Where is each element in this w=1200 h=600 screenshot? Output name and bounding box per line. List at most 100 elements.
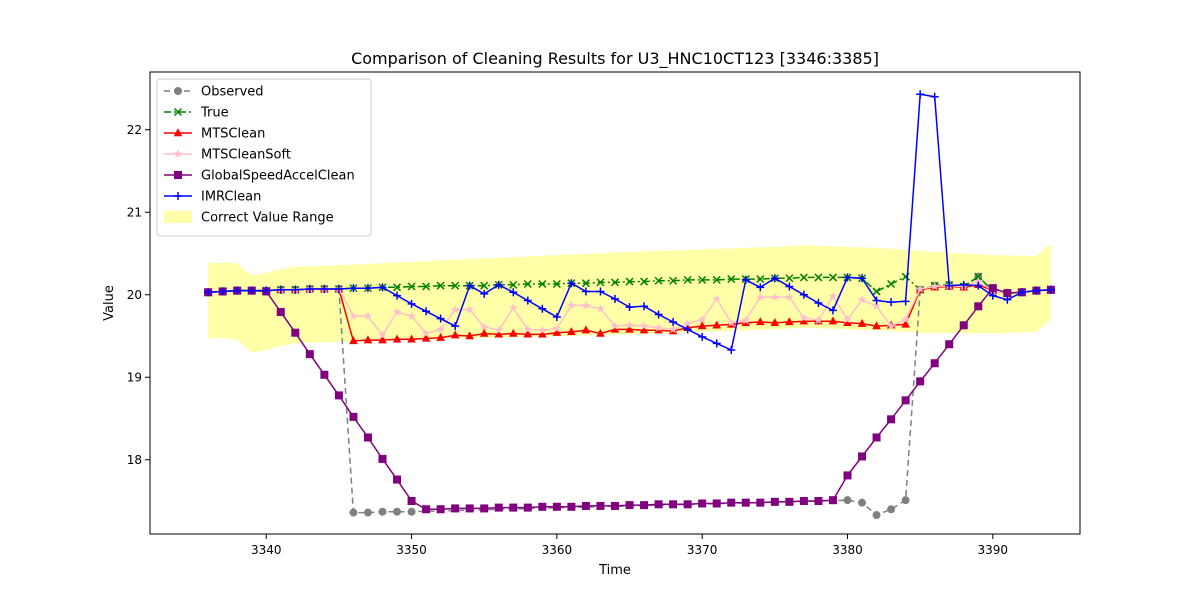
data-point-mtscleansoft — [857, 295, 867, 304]
data-point-imrclean — [959, 280, 968, 289]
data-point-mtscleansoft — [683, 319, 692, 328]
data-point-globalspeedaccelclean — [756, 498, 765, 507]
data-point-globalspeedaccelclean — [741, 498, 750, 507]
data-point-imrclean — [233, 286, 242, 295]
data-point-true — [422, 282, 431, 291]
y-tick-label: 21 — [127, 205, 142, 219]
data-point-globalspeedaccelclean — [567, 502, 576, 511]
data-point-true — [393, 283, 402, 292]
data-point-mtsclean — [436, 332, 445, 341]
x-tick-label: 3360 — [542, 543, 573, 557]
data-point-true — [436, 281, 445, 290]
series-true — [204, 272, 1055, 298]
data-point-imrclean — [887, 298, 896, 307]
data-point-mtscleansoft — [421, 329, 431, 338]
legend-label: Correct Value Range — [201, 211, 334, 226]
legend-swatch-marker — [173, 107, 183, 117]
chart-title: Comparison of Cleaning Results for U3_HN… — [351, 49, 879, 69]
data-point-globalspeedaccelclean — [654, 500, 663, 509]
data-point-globalspeedaccelclean — [1003, 289, 1012, 298]
data-point-globalspeedaccelclean — [698, 499, 707, 508]
data-point-imrclean — [901, 297, 910, 306]
data-point-true — [669, 276, 678, 285]
data-point-mtscleansoft — [785, 292, 794, 301]
y-tick-label: 22 — [127, 123, 142, 137]
legend-entry-correct-value-range: Correct Value Range — [164, 211, 334, 226]
data-point-imrclean — [291, 285, 300, 294]
data-point-globalspeedaccelclean — [407, 497, 416, 505]
data-point-mtsclean — [538, 329, 547, 338]
data-point-imrclean — [567, 279, 576, 288]
legend-label: True — [200, 106, 229, 121]
data-point-globalspeedaccelclean — [770, 497, 779, 506]
data-point-globalspeedaccelclean — [799, 497, 808, 505]
data-point-mtscleansoft — [349, 311, 358, 320]
data-point-mtsclean — [378, 335, 387, 344]
data-point-imrclean — [756, 283, 765, 292]
data-point-mtscleansoft — [436, 324, 445, 334]
data-point-imrclean — [945, 281, 954, 290]
data-point-true — [654, 276, 663, 285]
data-point-imrclean — [378, 283, 387, 292]
data-point-imrclean — [509, 288, 518, 297]
data-point-globalspeedaccelclean — [378, 454, 387, 463]
data-point-mtscleansoft — [901, 315, 910, 324]
data-point-imrclean — [276, 285, 285, 294]
data-point-globalspeedaccelclean — [945, 340, 954, 349]
data-point-mtsclean — [785, 317, 794, 326]
data-point-mtscleansoft — [828, 291, 838, 301]
data-point-imrclean — [698, 332, 707, 341]
data-point-mtsclean — [407, 334, 416, 343]
x-tick-label: 3390 — [978, 543, 1009, 557]
series-layer — [203, 90, 1056, 520]
data-point-globalspeedaccelclean — [988, 284, 997, 293]
data-point-imrclean — [770, 274, 779, 283]
data-point-imrclean — [988, 291, 997, 300]
data-point-true — [451, 281, 460, 290]
data-point-imrclean — [451, 322, 460, 331]
data-point-imrclean — [393, 291, 402, 300]
legend-label: GlobalSpeedAccelClean — [201, 169, 355, 184]
data-point-mtsclean — [843, 318, 852, 326]
data-point-imrclean — [204, 288, 213, 297]
data-point-imrclean — [363, 284, 372, 293]
data-point-mtscleansoft — [494, 325, 504, 334]
series-mtscleansoft — [203, 277, 1056, 339]
data-point-globalspeedaccelclean — [828, 496, 837, 505]
data-point-mtsclean — [552, 327, 562, 336]
data-point-true — [683, 275, 692, 284]
data-point-mtsclean — [479, 328, 489, 337]
data-point-imrclean — [596, 287, 605, 296]
data-point-globalspeedaccelclean — [683, 500, 692, 509]
series-imrclean — [204, 90, 1055, 355]
data-point-mtscleansoft — [639, 321, 649, 330]
data-point-globalspeedaccelclean — [349, 412, 358, 421]
data-point-true — [480, 281, 489, 290]
data-point-observed — [378, 507, 387, 516]
data-point-globalspeedaccelclean — [436, 505, 445, 514]
data-point-mtscleansoft — [363, 311, 373, 320]
data-point-imrclean — [436, 314, 445, 323]
data-point-mtscleansoft — [799, 313, 809, 322]
data-point-globalspeedaccelclean — [814, 497, 823, 505]
data-point-mtsclean — [349, 336, 358, 345]
data-point-true — [640, 277, 649, 286]
data-point-mtscleansoft — [756, 292, 765, 301]
data-point-imrclean — [334, 284, 343, 293]
data-point-true — [610, 278, 620, 287]
x-tick-label: 3350 — [396, 543, 427, 557]
data-point-globalspeedaccelclean — [901, 396, 910, 405]
data-point-imrclean — [247, 286, 256, 295]
data-point-true — [974, 272, 983, 281]
data-point-imrclean — [305, 284, 314, 293]
data-point-globalspeedaccelclean — [785, 497, 794, 506]
data-point-mtscleansoft — [741, 315, 751, 324]
data-point-mtsclean — [828, 316, 838, 325]
data-point-true — [552, 279, 561, 289]
data-point-globalspeedaccelclean — [451, 504, 460, 513]
data-point-imrclean — [843, 273, 852, 282]
data-point-globalspeedaccelclean — [611, 501, 619, 510]
data-point-globalspeedaccelclean — [669, 500, 678, 509]
data-point-true — [407, 282, 416, 291]
